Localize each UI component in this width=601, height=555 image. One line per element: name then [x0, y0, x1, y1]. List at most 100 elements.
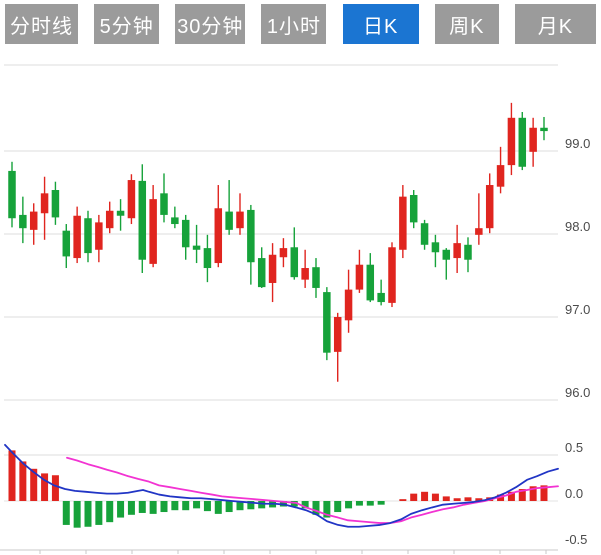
candle — [105, 201, 114, 234]
axis-label: 97.0 — [565, 302, 590, 317]
candle — [127, 174, 136, 225]
macd-bar — [106, 501, 114, 523]
candle — [420, 219, 429, 250]
macd-bar — [41, 473, 49, 501]
candle — [279, 238, 288, 268]
candle — [388, 242, 396, 308]
tab-weekly-k[interactable]: 周K — [434, 4, 499, 44]
macd-bar — [453, 498, 461, 501]
axis-label: 0.0 — [565, 486, 583, 501]
macd-bar — [312, 501, 320, 515]
candle — [160, 173, 168, 223]
candle — [247, 204, 255, 285]
candle — [485, 173, 494, 234]
candle — [431, 234, 440, 268]
candle — [29, 203, 38, 245]
axis-label: -0.5 — [565, 532, 587, 547]
macd-bar — [431, 493, 439, 501]
candle — [301, 249, 309, 288]
candle — [409, 190, 418, 229]
macd-bar — [73, 501, 81, 528]
timeframe-tabbar: 分时线 5分钟 30分钟 1小时 日K 周K 月K — [0, 4, 601, 44]
macd-bar — [377, 501, 385, 505]
tab-1hour[interactable]: 1小时 — [261, 4, 327, 44]
candles — [8, 102, 548, 382]
macd-bar — [366, 501, 374, 506]
macd-bar — [182, 501, 190, 511]
macd-bar — [138, 501, 146, 513]
candle — [236, 193, 244, 235]
candle — [95, 214, 103, 263]
macd-bar — [529, 486, 537, 501]
macd-bar — [421, 491, 429, 501]
candle — [192, 224, 201, 264]
candle — [496, 146, 505, 194]
candle — [399, 185, 407, 259]
y-axis-labels: 99.0 98.0 97.0 96.0 0.5 0.0 -0.5 — [565, 136, 590, 547]
candle — [355, 249, 364, 293]
macd-bar — [475, 498, 483, 501]
macd-bar — [323, 501, 331, 518]
axis-label: 98.0 — [565, 219, 590, 234]
tab-30min[interactable]: 30分钟 — [175, 4, 246, 44]
x-axis — [0, 549, 558, 554]
dea-line — [66, 456, 559, 524]
macd-bar — [62, 501, 70, 525]
macd-bar — [355, 501, 363, 506]
macd-bar — [30, 468, 38, 501]
candle — [257, 247, 266, 288]
macd-bar — [149, 501, 157, 514]
candle — [171, 206, 179, 229]
tab-daily-k[interactable]: 日K — [342, 4, 419, 44]
candle — [62, 224, 71, 269]
candle — [268, 243, 277, 303]
candle — [540, 116, 548, 141]
candle — [344, 269, 353, 333]
macd-bar — [507, 491, 515, 501]
candle — [73, 206, 81, 264]
axis-label: 0.5 — [565, 440, 583, 455]
macd-bar — [442, 496, 450, 501]
macd-bar — [334, 501, 342, 513]
candle — [366, 253, 375, 303]
candle — [203, 234, 212, 283]
tab-5min[interactable]: 5分钟 — [94, 4, 160, 44]
macd-bar — [95, 501, 103, 525]
macd-bar — [8, 450, 16, 501]
axis-label: 96.0 — [565, 385, 590, 400]
candle — [214, 185, 223, 268]
macd-bar — [214, 501, 222, 514]
candle — [507, 102, 516, 176]
candle — [377, 279, 385, 306]
candle — [312, 258, 320, 298]
tab-timeline[interactable]: 分时线 — [5, 4, 78, 44]
candle — [475, 193, 483, 245]
macd-bar — [464, 497, 472, 501]
macd-bar — [410, 493, 418, 501]
macd-bar — [290, 501, 298, 507]
macd-bar — [247, 501, 255, 510]
dif-line — [4, 443, 559, 528]
candle — [323, 287, 331, 361]
macd-bar — [117, 501, 125, 518]
candle — [149, 185, 157, 268]
axis-label: 99.0 — [565, 136, 590, 151]
macd-bar — [127, 501, 135, 515]
candle — [19, 196, 27, 244]
gridlines — [4, 64, 558, 502]
macd-bar — [171, 501, 179, 511]
tab-monthly-k[interactable]: 月K — [514, 4, 596, 44]
macd-bar — [51, 475, 59, 501]
macd-bar — [193, 501, 201, 509]
candle — [84, 210, 92, 263]
macd-bar — [518, 489, 526, 501]
candle — [8, 161, 16, 228]
macd-bar — [236, 501, 244, 511]
candle — [40, 176, 49, 240]
macd-bar — [160, 501, 168, 513]
candle — [333, 312, 342, 382]
macd-histogram — [8, 450, 548, 528]
macd-bar — [345, 501, 353, 509]
